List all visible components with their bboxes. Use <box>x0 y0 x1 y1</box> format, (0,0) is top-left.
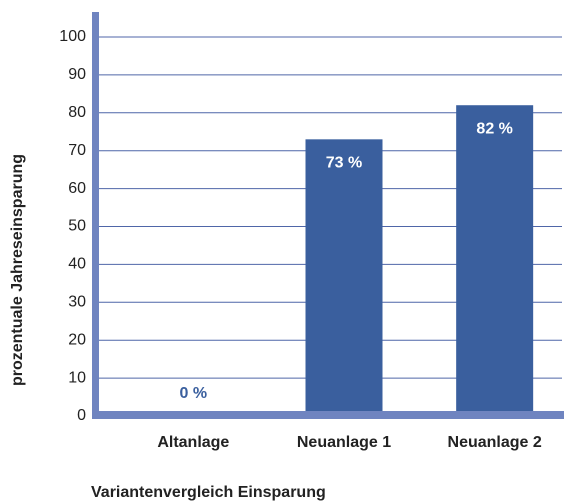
x-tick-label: Neuanlage 2 <box>448 434 542 451</box>
y-tick-label: 100 <box>59 28 86 45</box>
y-tick-label: 20 <box>68 331 86 348</box>
y-tick-label: 60 <box>68 180 86 197</box>
y-tick-label: 30 <box>68 294 86 311</box>
x-tick-label: Neuanlage 1 <box>297 434 391 451</box>
data-label: 82 % <box>476 120 512 137</box>
y-tick-label: 50 <box>68 218 86 235</box>
data-label: 0 % <box>180 385 208 402</box>
y-tick-label: 90 <box>68 66 86 83</box>
data-label: 73 % <box>326 155 362 172</box>
bar <box>456 105 534 416</box>
y-tick-label: 80 <box>68 104 86 121</box>
bar <box>305 139 383 416</box>
y-axis-label: prozentuale Jahreseinsparung <box>9 154 26 386</box>
x-axis <box>95 411 564 419</box>
y-tick-label: 70 <box>68 142 86 159</box>
x-tick-label: Altanlage <box>157 434 229 451</box>
y-axis <box>92 12 99 419</box>
y-tick-label: 10 <box>68 369 86 386</box>
chart-title: Variantenvergleich Einsparung <box>91 484 326 501</box>
y-tick-label: 40 <box>68 256 86 273</box>
y-tick-label: 0 <box>77 407 86 424</box>
